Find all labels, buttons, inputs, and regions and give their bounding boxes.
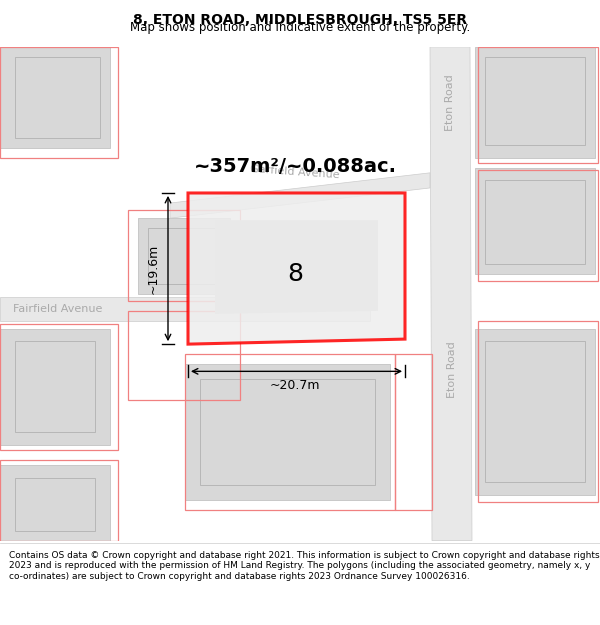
Polygon shape xyxy=(200,379,375,485)
Polygon shape xyxy=(475,168,595,274)
Polygon shape xyxy=(15,57,100,138)
Polygon shape xyxy=(485,180,585,264)
Polygon shape xyxy=(475,329,595,495)
Text: Garfield Avenue: Garfield Avenue xyxy=(250,164,340,180)
Polygon shape xyxy=(15,478,95,531)
Polygon shape xyxy=(148,228,220,284)
Polygon shape xyxy=(170,173,430,218)
Polygon shape xyxy=(188,193,405,344)
Text: Map shows position and indicative extent of the property.: Map shows position and indicative extent… xyxy=(130,21,470,34)
Polygon shape xyxy=(0,465,110,541)
Polygon shape xyxy=(430,47,472,541)
Text: 8: 8 xyxy=(287,262,303,286)
Text: Eton Road: Eton Road xyxy=(447,341,457,398)
Polygon shape xyxy=(185,364,390,501)
Polygon shape xyxy=(475,47,595,158)
Text: Eton Road: Eton Road xyxy=(445,74,455,131)
Polygon shape xyxy=(485,57,585,144)
Polygon shape xyxy=(215,220,378,314)
Text: ~19.6m: ~19.6m xyxy=(147,243,160,294)
Polygon shape xyxy=(15,341,95,432)
Polygon shape xyxy=(485,341,585,482)
Polygon shape xyxy=(0,297,370,321)
Text: Contains OS data © Crown copyright and database right 2021. This information is : Contains OS data © Crown copyright and d… xyxy=(9,551,599,581)
Polygon shape xyxy=(138,218,230,294)
Text: ~357m²/~0.088ac.: ~357m²/~0.088ac. xyxy=(193,157,397,176)
Polygon shape xyxy=(0,329,110,445)
Text: 8, ETON ROAD, MIDDLESBROUGH, TS5 5ER: 8, ETON ROAD, MIDDLESBROUGH, TS5 5ER xyxy=(133,13,467,27)
Text: Fairfield Avenue: Fairfield Avenue xyxy=(13,304,103,314)
Text: ~20.7m: ~20.7m xyxy=(270,379,320,392)
Polygon shape xyxy=(0,47,110,148)
